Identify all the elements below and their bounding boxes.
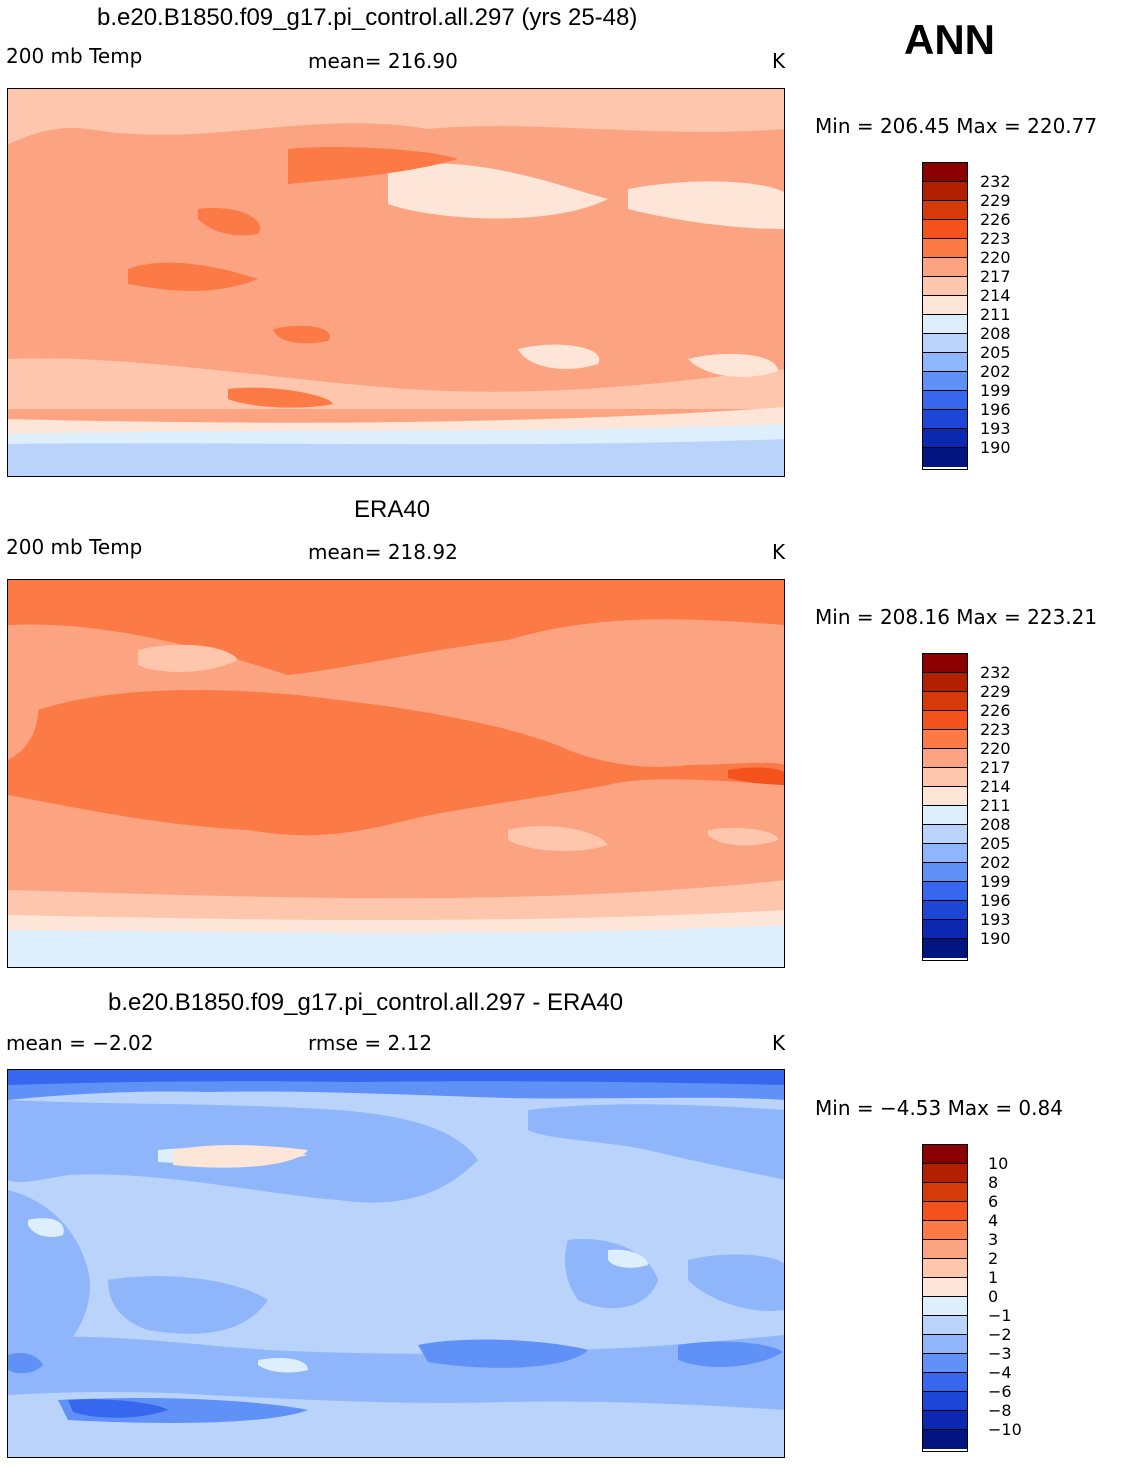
colorbar-label: 199 <box>980 381 1011 400</box>
season-label: ANN <box>904 16 995 63</box>
panel-2-colorbar <box>922 653 968 961</box>
colorbar-label: 229 <box>980 191 1011 210</box>
colorbar-label: 1 <box>988 1268 999 1287</box>
panel-2-units-label: K <box>772 540 786 564</box>
panel-1-colorbar-labels: 232 229 226 223 220 217 214 211 208 205 … <box>980 162 1011 457</box>
panel-3-map <box>7 1069 785 1458</box>
colorbar-label: 8 <box>988 1173 999 1192</box>
colorbar-label: 211 <box>980 796 1011 815</box>
panel-3-colorbar-labels: 10 8 6 4 3 2 1 0 −1 −2 −3 −4 −6 −8 −10 <box>988 1144 1022 1439</box>
colorbar-label: 217 <box>980 267 1011 286</box>
colorbar-label: −6 <box>988 1382 1012 1401</box>
colorbar-label: 208 <box>980 815 1011 834</box>
colorbar-label: 193 <box>980 910 1011 929</box>
panel-3-minmax: Min = −4.53 Max = 0.84 <box>815 1096 1063 1120</box>
colorbar-label: 202 <box>980 853 1011 872</box>
colorbar-label: 199 <box>980 872 1011 891</box>
panel-1-map <box>7 88 785 477</box>
panel-3-rmse-label: rmse = 2.12 <box>308 1031 433 1055</box>
colorbar-label: 226 <box>980 210 1011 229</box>
colorbar-label: 214 <box>980 286 1011 305</box>
colorbar-label: 196 <box>980 400 1011 419</box>
panel-1-minmax: Min = 206.45 Max = 220.77 <box>815 114 1098 138</box>
colorbar-label: 232 <box>980 663 1011 682</box>
colorbar-label: 208 <box>980 324 1011 343</box>
colorbar-label: 193 <box>980 419 1011 438</box>
colorbar-label: 223 <box>980 229 1011 248</box>
panel-2-colorbar-labels: 232 229 226 223 220 217 214 211 208 205 … <box>980 653 1011 948</box>
panel-1-title: b.e20.B1850.f09_g17.pi_control.all.297 (… <box>97 4 638 31</box>
colorbar-label: 220 <box>980 248 1011 267</box>
colorbar-label: −8 <box>988 1401 1012 1420</box>
colorbar-label: 2 <box>988 1249 999 1268</box>
panel-1-mean-label: mean= 216.90 <box>308 49 458 73</box>
panel-2-title: ERA40 <box>354 496 431 523</box>
colorbar-label: 196 <box>980 891 1011 910</box>
colorbar-label: −2 <box>988 1325 1012 1344</box>
colorbar-label: 229 <box>980 682 1011 701</box>
panel-1-units-label: K <box>772 49 786 73</box>
colorbar-label: 205 <box>980 834 1011 853</box>
panel-2-minmax: Min = 208.16 Max = 223.21 <box>815 605 1098 629</box>
colorbar-label: 6 <box>988 1192 999 1211</box>
colorbar-label: 211 <box>980 305 1011 324</box>
panel-1-colorbar <box>922 162 968 470</box>
panel-1-variable-label: 200 mb Temp <box>6 44 143 68</box>
panel-3-mean-label: mean = −2.02 <box>6 1031 154 1055</box>
colorbar-label: 3 <box>988 1230 999 1249</box>
panel-3-title: b.e20.B1850.f09_g17.pi_control.all.297 -… <box>108 989 624 1016</box>
panel-2-variable-label: 200 mb Temp <box>6 535 143 559</box>
colorbar-label: 226 <box>980 701 1011 720</box>
colorbar-label: −4 <box>988 1363 1012 1382</box>
colorbar-label: 205 <box>980 343 1011 362</box>
colorbar-label: 190 <box>980 929 1011 948</box>
colorbar-label: −10 <box>988 1420 1022 1439</box>
panel-3-colorbar <box>922 1144 968 1452</box>
colorbar-label: −1 <box>988 1306 1012 1325</box>
colorbar-label: 217 <box>980 758 1011 777</box>
colorbar-label: 223 <box>980 720 1011 739</box>
colorbar-label: 214 <box>980 777 1011 796</box>
colorbar-label: 190 <box>980 438 1011 457</box>
panel-2-map <box>7 579 785 968</box>
colorbar-label: 0 <box>988 1287 999 1306</box>
colorbar-label: −3 <box>988 1344 1012 1363</box>
panel-3-units-label: K <box>772 1031 786 1055</box>
colorbar-label: 202 <box>980 362 1011 381</box>
panel-2-mean-label: mean= 218.92 <box>308 540 458 564</box>
colorbar-label: 4 <box>988 1211 999 1230</box>
colorbar-label: 232 <box>980 172 1011 191</box>
colorbar-label: 220 <box>980 739 1011 758</box>
colorbar-label: 10 <box>988 1154 1009 1173</box>
